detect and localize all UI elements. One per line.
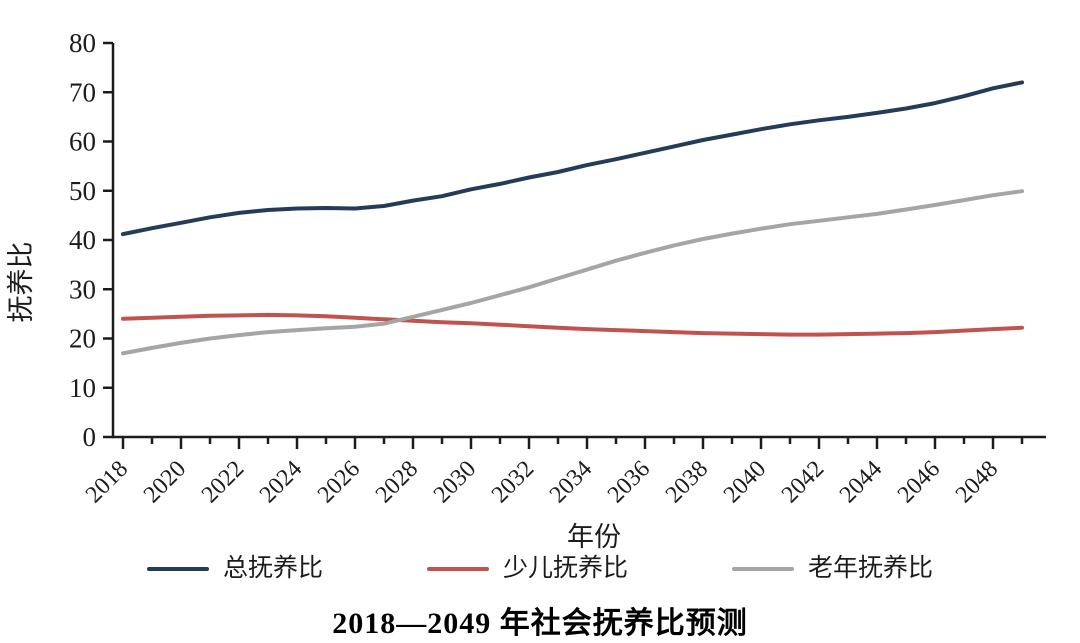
x-tick-label: 2022 (197, 456, 249, 508)
chart-title: 2018—2049 年社会抚养比预测 (332, 607, 748, 640)
x-tick-label: 2034 (545, 456, 597, 508)
legend-item-1: 少儿抚养比 (426, 555, 628, 582)
x-tick-label: 2048 (951, 456, 1003, 508)
x-tick-label: 2032 (487, 456, 539, 508)
y-tick-label: 50 (69, 176, 96, 206)
y-tick-label: 70 (69, 77, 96, 107)
x-tick-label: 2030 (429, 456, 481, 508)
y-tick-label: 30 (69, 274, 96, 304)
y-tick-label: 20 (69, 324, 96, 354)
legend-item-2: 老年抚养比 (732, 556, 933, 581)
x-tick-label: 2036 (603, 456, 655, 508)
x-tick-label: 2028 (371, 456, 423, 508)
legend-label: 老年抚养比 (808, 555, 934, 582)
x-tick-label: 2042 (777, 456, 829, 508)
legend-swatch-icon (732, 566, 794, 571)
x-tick-label: 2044 (835, 456, 887, 508)
legend-swatch-icon (426, 566, 489, 571)
series-line-1 (121, 312, 1024, 337)
x-tick-label: 2046 (893, 456, 945, 508)
y-tick-label: 80 (69, 28, 96, 58)
x-tick-label: 2018 (81, 456, 133, 508)
x-tick-label: 2026 (313, 456, 365, 508)
x-tick-label: 2040 (719, 456, 771, 508)
y-axis-label: 抚养比 (6, 242, 36, 323)
y-tick-label: 40 (69, 225, 96, 255)
legend-label: 少儿抚养比 (502, 555, 628, 582)
axes-frame (111, 43, 1046, 439)
x-axis-label: 年份 (567, 522, 621, 552)
x-tick-label: 2020 (139, 456, 191, 508)
y-tick-label: 0 (83, 422, 97, 452)
legend-label: 总抚养比 (222, 555, 323, 582)
legend-item-0: 总抚养比 (146, 555, 323, 582)
series-line-0 (121, 80, 1024, 237)
legend-swatch-icon (146, 566, 209, 571)
series-line-2 (121, 189, 1024, 356)
y-tick-label: 10 (69, 373, 96, 403)
x-tick-label: 2038 (661, 456, 713, 508)
legend: 总抚养比 少儿抚养比 老年抚养比 (0, 556, 1080, 581)
y-tick-label: 60 (69, 127, 96, 157)
x-tick-label: 2024 (255, 456, 307, 508)
